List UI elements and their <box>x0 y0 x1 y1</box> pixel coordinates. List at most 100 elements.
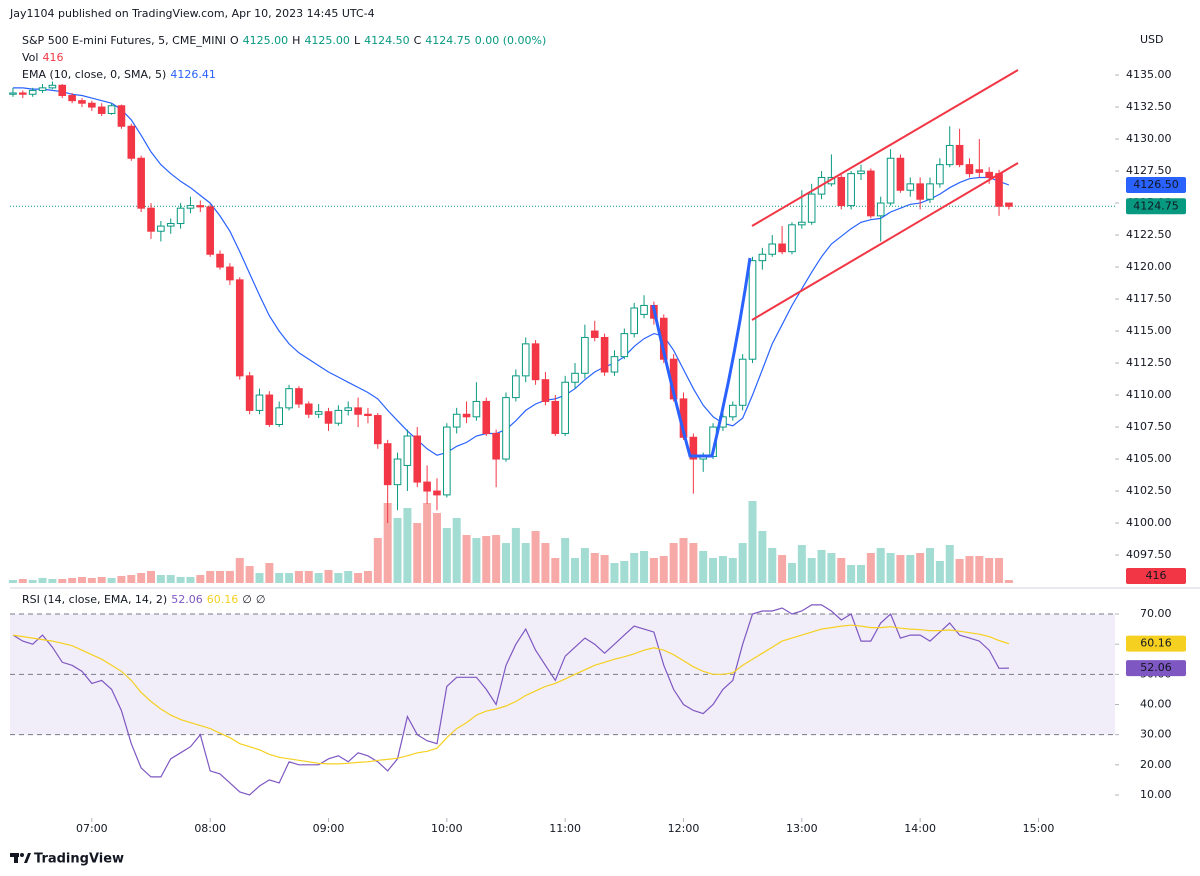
volume-bar <box>38 577 47 583</box>
candle-body <box>728 404 737 418</box>
volume-bar <box>285 573 294 583</box>
candle-body <box>285 388 293 409</box>
candle-body <box>147 207 155 232</box>
volume-bar <box>393 517 402 583</box>
y-tick-label: 4100.00 <box>1126 516 1172 529</box>
volume-bar <box>985 557 994 583</box>
volume-bar <box>571 557 580 583</box>
candle-body <box>157 225 165 232</box>
candle-body <box>581 336 589 374</box>
candle-body <box>9 92 17 95</box>
volume-bar <box>196 575 205 583</box>
candle-body <box>807 193 816 223</box>
candle-body <box>245 375 254 411</box>
ohlc-label: O <box>230 34 239 47</box>
x-tick-label: 14:00 <box>904 822 936 835</box>
volume-bar <box>521 543 530 583</box>
ema-value: 4126.41 <box>170 68 216 81</box>
candle-body <box>512 375 520 399</box>
brand: TradingView <box>34 852 124 867</box>
candle-body <box>798 221 806 226</box>
symbol: S&P 500 E-mini Futures, 5, CME_MINI <box>22 34 226 47</box>
candle-body <box>600 336 609 373</box>
rsi-tick-label: 10.00 <box>1140 788 1172 801</box>
ohlc-label: C <box>414 34 422 47</box>
candle-body <box>364 413 372 417</box>
candle-body <box>383 443 392 486</box>
ema-axis-label: 4126.50 <box>1133 178 1179 191</box>
volume-bar <box>8 579 17 583</box>
candle-body <box>758 253 767 262</box>
candle-body <box>206 206 214 255</box>
rsi-axis-label-box <box>1126 635 1186 652</box>
candle-body <box>985 171 993 178</box>
volume-bar <box>926 547 935 583</box>
volume-bar <box>718 556 727 583</box>
ohlc-value: 4125.00 <box>243 34 289 47</box>
rsi-tick-label: 70.00 <box>1140 607 1172 620</box>
rsi-axis-label-box <box>1126 660 1186 677</box>
candle-body <box>137 157 145 209</box>
volume-bar <box>531 530 540 583</box>
volume-bar <box>176 576 185 583</box>
volume-bar <box>28 579 37 583</box>
volume-bar <box>492 535 501 583</box>
candle-body <box>472 400 481 418</box>
volume-bar <box>403 507 412 583</box>
volume-bar <box>501 543 510 583</box>
candle-body <box>965 164 974 175</box>
volume-bar <box>77 576 86 583</box>
candle-body <box>1005 202 1013 207</box>
candle-body <box>196 205 205 208</box>
volume-bar <box>699 550 708 583</box>
candle-body <box>403 435 412 466</box>
y-tick-label: 4130.00 <box>1126 132 1172 145</box>
candle-body <box>166 223 175 227</box>
volume-bar <box>610 563 619 583</box>
candle-body <box>443 426 451 496</box>
y-tick-label: 4110.00 <box>1126 388 1172 401</box>
volume-bar <box>916 553 925 583</box>
drawn-curve <box>651 257 752 458</box>
volume-bar <box>511 527 520 583</box>
candle-body <box>955 144 964 166</box>
candle-body <box>58 84 67 97</box>
candle-body <box>640 304 648 315</box>
candle-body <box>689 436 698 460</box>
volume-bar <box>886 553 895 583</box>
volume-bar <box>432 513 441 583</box>
candle-body <box>216 253 224 268</box>
rsi-tick-label: 20.00 <box>1140 758 1172 771</box>
volume-bar <box>304 570 313 583</box>
rsi-tick-label: 40.00 <box>1140 698 1172 711</box>
volume-bar <box>748 501 757 583</box>
candle-body <box>975 169 984 173</box>
volume-bar <box>659 556 668 583</box>
volume-bar <box>738 543 747 583</box>
vol-name: Vol <box>22 51 38 64</box>
candle-body <box>590 330 599 338</box>
y-tick-label: 4117.50 <box>1126 292 1172 305</box>
volume-bar <box>235 557 244 583</box>
volume-bar <box>965 556 974 583</box>
volume-bar <box>768 547 777 583</box>
logo <box>10 853 31 863</box>
volume-bar <box>166 575 175 583</box>
candle-body <box>38 87 47 91</box>
y-tick-label: 4122.50 <box>1126 228 1172 241</box>
volume-bar <box>689 543 698 583</box>
volume-bar <box>354 573 363 583</box>
y-tick-label: 4102.50 <box>1126 484 1172 497</box>
candle-body <box>995 173 1003 207</box>
x-tick-label: 09:00 <box>313 822 345 835</box>
candle-body <box>19 92 27 95</box>
volume-bar <box>117 575 126 583</box>
candle-body <box>837 176 846 207</box>
volume-bar <box>758 530 767 583</box>
candle-body <box>867 170 875 217</box>
rsi-axis-label: 60.16 <box>1140 637 1172 650</box>
rsi-value: 60.16 <box>207 593 239 606</box>
candle-body <box>314 411 323 415</box>
rsi-line <box>12 604 1009 796</box>
